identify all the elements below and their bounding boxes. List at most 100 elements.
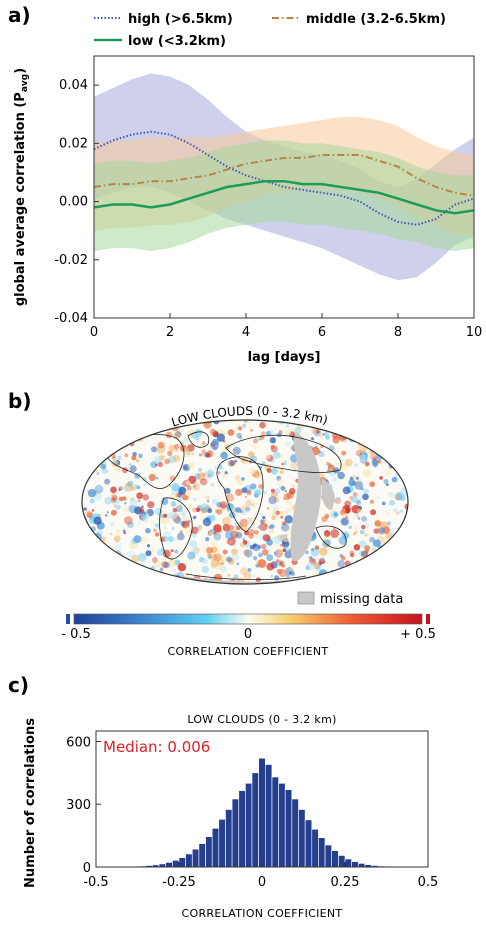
correlation-speck <box>82 579 90 584</box>
correlation-speck <box>237 426 243 431</box>
correlation-speck <box>170 556 174 561</box>
median-annotation: Median: 0.006 <box>103 738 210 756</box>
correlation-speck <box>207 508 213 514</box>
correlation-speck <box>222 549 228 555</box>
correlation-speck <box>246 521 250 525</box>
correlation-speck <box>269 524 275 530</box>
correlation-speck <box>348 525 352 529</box>
correlation-speck <box>129 420 135 426</box>
correlation-speck <box>154 424 162 432</box>
correlation-speck <box>372 547 376 552</box>
correlation-speck <box>362 493 369 501</box>
correlation-speck <box>231 528 239 536</box>
correlation-speck <box>338 536 348 545</box>
correlation-speck <box>273 451 281 459</box>
correlation-speck <box>161 561 169 568</box>
correlation-speck <box>158 454 165 461</box>
correlation-speck <box>227 429 235 436</box>
correlation-speck <box>97 444 107 453</box>
correlation-speck <box>276 568 282 575</box>
correlation-speck <box>83 529 89 535</box>
correlation-speck <box>387 491 393 497</box>
correlation-speck <box>191 452 195 456</box>
correlation-speck <box>402 437 408 444</box>
x-tick-label-c: -0.5 <box>83 875 108 890</box>
correlation-speck <box>129 581 134 584</box>
correlation-speck <box>391 427 394 430</box>
coast-south-america <box>159 497 193 560</box>
histogram-bar <box>165 862 173 868</box>
correlation-speck <box>217 471 221 475</box>
correlation-speck <box>94 423 103 432</box>
correlation-speck <box>279 454 284 459</box>
correlation-speck <box>88 564 92 567</box>
correlation-speck <box>139 536 149 545</box>
correlation-speck <box>339 509 346 516</box>
histogram-bar <box>211 827 220 868</box>
correlation-speck <box>180 578 187 584</box>
correlation-speck <box>149 430 153 434</box>
map-outline <box>81 419 409 585</box>
correlation-speck <box>286 500 292 506</box>
correlation-speck <box>275 559 280 563</box>
correlation-speck <box>94 484 104 494</box>
correlation-speck <box>374 431 383 441</box>
correlation-speck <box>337 560 345 568</box>
correlation-speck <box>93 516 102 525</box>
correlation-speck <box>266 454 271 459</box>
correlation-speck <box>111 500 117 505</box>
correlation-speck <box>210 559 219 568</box>
correlation-speck <box>87 488 97 498</box>
correlation-speck <box>83 426 91 434</box>
x-tick-label-a: 0 <box>90 325 98 340</box>
correlation-speck <box>82 569 84 573</box>
correlation-speck <box>292 484 295 488</box>
correlation-speck <box>389 575 393 578</box>
correlation-speck <box>269 437 276 444</box>
correlation-speck <box>213 531 217 535</box>
correlation-speck <box>333 512 338 517</box>
correlation-speck <box>83 536 92 545</box>
correlation-speck <box>131 455 137 461</box>
histogram-c: -0.5 -0.25 0 0.25 0.5 600 300 0 <box>66 730 438 890</box>
histogram-bar <box>218 818 226 868</box>
correlation-speck <box>117 455 122 460</box>
correlation-speck <box>281 564 286 568</box>
correlation-speck <box>370 509 377 516</box>
correlation-speck <box>179 530 183 534</box>
correlation-speck <box>158 518 165 525</box>
correlation-speck <box>395 491 404 500</box>
correlation-speck <box>380 521 387 528</box>
correlation-speck <box>386 560 391 565</box>
histogram-bar <box>231 798 240 868</box>
correlation-speck <box>285 440 292 447</box>
correlation-speck <box>167 450 173 456</box>
correlation-speck <box>346 425 353 432</box>
correlation-speck <box>389 499 395 506</box>
low-band <box>94 140 474 251</box>
low-series-line <box>94 179 474 215</box>
correlation-speck <box>101 563 107 570</box>
correlation-speck <box>330 529 340 538</box>
correlation-speck <box>109 436 116 442</box>
correlation-speck <box>153 528 157 533</box>
correlation-speck <box>228 540 232 544</box>
colorbar-title: CORRELATION COEFFICIENT <box>168 645 329 658</box>
correlation-speck <box>118 486 124 491</box>
correlation-speck <box>284 533 288 537</box>
correlation-speck <box>129 563 136 570</box>
correlation-speck <box>308 578 313 583</box>
correlation-speck <box>109 579 116 584</box>
coast-greenland <box>187 431 210 448</box>
correlation-speck <box>336 571 341 576</box>
correlation-speck <box>109 428 113 432</box>
correlation-speck <box>157 548 164 556</box>
correlation-speck <box>174 549 179 554</box>
correlation-speck <box>147 501 155 509</box>
correlation-speck <box>364 545 371 551</box>
correlation-speck <box>227 537 236 546</box>
correlation-speck <box>322 529 326 532</box>
correlation-speck <box>131 554 139 563</box>
correlation-speck <box>389 491 396 499</box>
correlation-speck <box>258 437 261 441</box>
